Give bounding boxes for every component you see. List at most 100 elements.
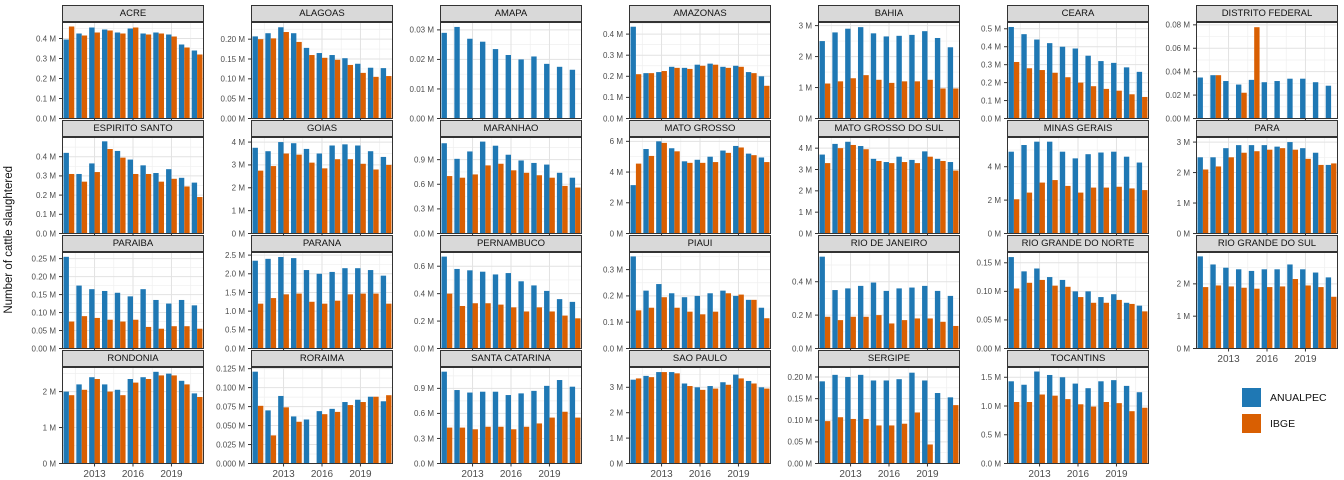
bar-ibge [334, 159, 341, 234]
bar-anualpec [531, 56, 537, 119]
bar-anualpec [518, 393, 524, 464]
bar-ibge [1215, 166, 1222, 234]
bar-anualpec [556, 172, 563, 234]
bar-anualpec [569, 69, 576, 119]
facet-panel: 0.00 M 0.01 M 0.02 M 0.03 M [410, 22, 582, 123]
bar-ibge [1241, 287, 1247, 349]
bar-anualpec [479, 391, 486, 464]
bar-anualpec [252, 147, 258, 234]
bar-anualpec [329, 271, 335, 349]
y-tick-label: 0.2 M [603, 292, 623, 301]
y-tick-label: 0.00 M [221, 114, 246, 123]
y-tick-label: 0.20 M [221, 35, 246, 44]
bar-ibge [927, 156, 933, 234]
bar-anualpec [694, 387, 700, 464]
y-tick-label: 2 M [988, 196, 1002, 205]
facet-roraima: RORAIMA 0.000 M 0.025 M 0.050 M 0.075 M 0.100… [207, 350, 396, 480]
facet-strip: PARANA [251, 235, 393, 252]
y-tick-label: 0 M [232, 229, 246, 238]
facet-panel: 0.00 M 0.05 M 0.10 M 0.15 M 0.20 M 0.25 M [32, 252, 204, 353]
facet-strip: MATO GROSSO [629, 120, 771, 137]
facet-alagoas: ALAGOAS 0.00 M 0.05 M 0.10 M 0.15 M 0.20 M [207, 5, 396, 123]
bar-ibge [635, 74, 642, 119]
bar-anualpec [505, 154, 511, 234]
facet-maranhao: MARANHAO 0.0 M 0.3 M 0.6 M 0.9 M [396, 120, 585, 238]
y-tick-label: 0 M [799, 229, 813, 238]
bar-ibge [725, 152, 732, 234]
bar-ibge [648, 307, 655, 349]
bar-anualpec [1059, 151, 1066, 234]
bar-anualpec [1021, 145, 1027, 234]
bar-ibge [296, 41, 302, 119]
bar-anualpec [342, 268, 348, 349]
bar-anualpec [153, 299, 159, 349]
bar-anualpec [832, 143, 838, 234]
x-tick-label: 2019 [727, 469, 750, 480]
bar-anualpec [1098, 297, 1104, 349]
facet-title: GOIAS [306, 123, 338, 134]
bar-anualpec [505, 273, 511, 349]
bar-anualpec [1261, 269, 1267, 349]
bar-anualpec [355, 63, 361, 119]
bar-anualpec [252, 371, 258, 464]
y-tick-label: 0.05 M [32, 326, 57, 335]
x-tick-label: 2013 [461, 469, 484, 480]
legend-item-ibge: IBGE [1242, 414, 1341, 433]
bar-anualpec [1274, 81, 1280, 119]
bar-anualpec [694, 64, 700, 119]
facet-title: MATO GROSSO DO SUL [834, 123, 944, 134]
bar-anualpec [89, 377, 95, 464]
bar-anualpec [531, 390, 537, 464]
bar-anualpec [857, 374, 864, 464]
bar-ibge [498, 426, 504, 464]
bar-ibge [257, 170, 264, 234]
bar-ibge [536, 175, 543, 234]
facet-amazonas: AMAZONAS 0.0 M 0.1 M 0.2 M 0.3 M 0.4 M [585, 5, 774, 123]
bar-ibge [81, 316, 88, 349]
bar-anualpec [367, 151, 374, 234]
y-tick-label: 0.4 M [414, 289, 434, 298]
legend-label-anualpec: ANUALPEC [1270, 391, 1327, 404]
facet-title: BAHIA [874, 8, 904, 19]
facet-panel: 0.00 M 0.05 M 0.10 M 0.15 M [977, 252, 1149, 353]
bar-anualpec [467, 270, 473, 349]
bar-anualpec [947, 47, 954, 119]
bar-ibge [1254, 27, 1260, 119]
bar-anualpec [1210, 75, 1216, 119]
bar-ibge [1103, 401, 1110, 464]
bar-ibge [347, 64, 354, 119]
y-tick-label: 0.1 M [603, 93, 623, 102]
bar-ibge [498, 304, 504, 349]
bar-ibge [674, 373, 680, 464]
x-tick-label: 2016 [878, 469, 901, 480]
facet-panel: 0.0 M 0.3 M 0.6 M 0.9 M [414, 137, 582, 238]
bar-anualpec [342, 402, 348, 464]
y-tick-label: 0.05 M [221, 94, 246, 103]
bar-anualpec [342, 144, 348, 234]
bar-anualpec [668, 372, 675, 464]
bar-ibge [1065, 286, 1071, 349]
bar-ibge [738, 378, 744, 464]
bar-ibge [446, 427, 453, 464]
bar-anualpec [114, 150, 121, 234]
facet-panel: 0.0 M 0.5 M 1.0 M 1.5 M 2.0 M 2.5 M [225, 251, 393, 353]
facet-panel: 0 M 1 M 2 M 3 M [799, 21, 960, 123]
x-tick-label: 2013 [1028, 469, 1051, 480]
legend: ANUALPEC IBGE [1152, 350, 1341, 479]
bar-ibge [386, 76, 392, 119]
bar-anualpec [329, 55, 335, 119]
y-tick-label: 2 M [799, 187, 813, 196]
bar-anualpec [1008, 257, 1014, 349]
bar-ibge [1090, 406, 1097, 464]
bar-ibge [81, 389, 88, 464]
y-tick-label: 0 M [610, 229, 624, 238]
bar-anualpec [492, 391, 499, 464]
bar-anualpec [140, 33, 146, 119]
y-tick-label: 0.10 M [221, 75, 246, 84]
bar-anualpec [922, 151, 928, 234]
bar-ibge [674, 67, 680, 119]
bar-ibge [1292, 149, 1299, 234]
bar-ibge [283, 294, 289, 349]
facet-strip: RIO GRANDE DO NORTE [1007, 235, 1149, 252]
bar-anualpec [140, 289, 146, 349]
